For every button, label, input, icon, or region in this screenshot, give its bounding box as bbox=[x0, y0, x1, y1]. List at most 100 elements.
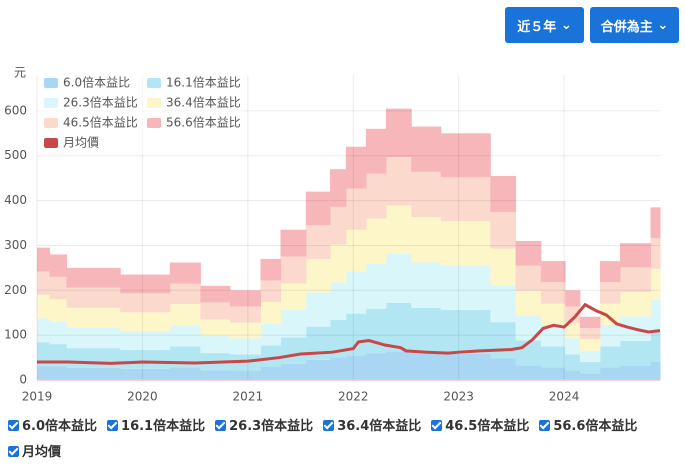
pe-band bbox=[260, 345, 282, 367]
checkbox[interactable] bbox=[539, 420, 551, 431]
pe-band bbox=[490, 322, 517, 359]
pe-band bbox=[66, 307, 121, 328]
pe-band bbox=[49, 276, 68, 300]
y-tick-label: 400 bbox=[4, 193, 27, 207]
pe-band bbox=[330, 357, 347, 380]
pe-band bbox=[365, 218, 387, 264]
series-toggles: 6.0倍本益比 16.1倍本益比 26.3倍本益比 36.4倍本益比 46.5倍本益比 5… bbox=[0, 414, 685, 466]
legend-swatch bbox=[44, 98, 58, 108]
pe-band bbox=[515, 365, 542, 380]
series-toggle[interactable]: 56.6倍本益比 bbox=[539, 414, 637, 440]
pe-band bbox=[619, 292, 652, 317]
pe-band bbox=[515, 290, 542, 316]
legend-label: 月均價 bbox=[63, 136, 99, 150]
pe-band bbox=[599, 324, 621, 347]
checkbox[interactable] bbox=[323, 420, 335, 431]
series-toggle[interactable]: 6.0倍本益比 bbox=[8, 414, 97, 440]
pe-band bbox=[37, 271, 51, 295]
pe-band bbox=[260, 323, 282, 346]
pe-band bbox=[345, 146, 367, 189]
checkbox[interactable] bbox=[8, 420, 19, 431]
series-toggle[interactable]: 16.1倍本益比 bbox=[107, 414, 205, 440]
pe-band bbox=[49, 254, 68, 277]
pe-band bbox=[330, 319, 347, 358]
pe-band bbox=[66, 267, 121, 288]
checkbox[interactable] bbox=[107, 420, 119, 431]
checkbox[interactable] bbox=[431, 420, 443, 431]
pe-band bbox=[411, 217, 442, 263]
pe-band bbox=[169, 367, 201, 380]
pe-band bbox=[305, 292, 331, 327]
pe-band bbox=[169, 283, 201, 305]
pe-band bbox=[650, 331, 661, 362]
pe-band bbox=[440, 133, 491, 178]
pe-band bbox=[599, 261, 621, 283]
chart: 元 0 100 200 300 400 500 600 2019 2020 2021 2022 202… bbox=[4, 66, 661, 404]
toggle-label: 月均價 bbox=[22, 445, 62, 460]
checkbox[interactable] bbox=[215, 420, 227, 431]
pe-band bbox=[169, 325, 201, 347]
pe-band bbox=[440, 177, 491, 222]
pe-band bbox=[229, 306, 261, 323]
pe-band bbox=[385, 205, 412, 254]
x-tick-label: 2020 bbox=[127, 390, 158, 404]
series-toggle[interactable]: 46.5倍本益比 bbox=[431, 414, 529, 440]
pe-band bbox=[579, 316, 601, 328]
x-tick-label: 2024 bbox=[549, 390, 580, 404]
toggle-label: 6.0倍本益比 bbox=[22, 419, 98, 434]
pe-band bbox=[260, 280, 282, 302]
y-tick-label: 600 bbox=[4, 103, 27, 117]
checkbox[interactable] bbox=[8, 446, 19, 457]
pe-band bbox=[579, 339, 601, 351]
pe-band bbox=[440, 265, 491, 311]
pe-band bbox=[565, 354, 581, 371]
pe-band bbox=[599, 282, 621, 304]
pe-band bbox=[599, 346, 621, 368]
pe-band bbox=[579, 327, 601, 340]
pe-band bbox=[440, 221, 491, 266]
pe-band bbox=[650, 207, 661, 239]
x-tick-label: 2019 bbox=[22, 390, 53, 404]
pe-band bbox=[385, 351, 412, 380]
pe-band bbox=[515, 340, 542, 366]
pe-band bbox=[345, 271, 367, 314]
pe-band bbox=[599, 303, 621, 325]
button-label: 近５年 bbox=[517, 19, 557, 35]
pe-band bbox=[365, 263, 387, 309]
legend-background bbox=[38, 72, 243, 154]
pe-band bbox=[540, 303, 566, 325]
pe-band bbox=[440, 353, 491, 380]
pe-band bbox=[650, 268, 661, 300]
pe-band bbox=[66, 348, 121, 368]
pe-band bbox=[650, 238, 661, 269]
pe-band bbox=[37, 366, 51, 380]
bands bbox=[37, 108, 661, 380]
period-button[interactable]: 近５年 ⌄ bbox=[505, 7, 584, 43]
pe-band bbox=[579, 350, 601, 363]
pe-band bbox=[385, 108, 412, 158]
pe-band bbox=[385, 157, 412, 206]
pe-band bbox=[200, 319, 231, 337]
basis-button[interactable]: 合併為主 ⌄ bbox=[590, 7, 679, 43]
toggle-label: 26.3倍本益比 bbox=[229, 419, 314, 434]
toggle-label: 56.6倍本益比 bbox=[553, 419, 638, 434]
series-toggle[interactable]: 月均價 bbox=[8, 440, 61, 466]
pe-band bbox=[49, 366, 68, 380]
pe-band bbox=[229, 338, 261, 355]
pe-band bbox=[280, 283, 307, 311]
series-toggle[interactable]: 36.4倍本益比 bbox=[323, 414, 421, 440]
legend-swatch bbox=[147, 78, 161, 88]
legend-swatch bbox=[147, 98, 161, 108]
pe-band bbox=[330, 282, 347, 320]
price-line bbox=[37, 302, 661, 365]
pe-band bbox=[280, 310, 307, 338]
series-toggle[interactable]: 26.3倍本益比 bbox=[215, 414, 313, 440]
pe-band bbox=[565, 338, 581, 355]
y-tick-label: 300 bbox=[4, 238, 27, 252]
pe-band bbox=[650, 361, 661, 380]
pe-band bbox=[330, 244, 347, 283]
pe-band bbox=[650, 299, 661, 332]
pe-band bbox=[66, 327, 121, 349]
pe-band bbox=[200, 336, 231, 354]
